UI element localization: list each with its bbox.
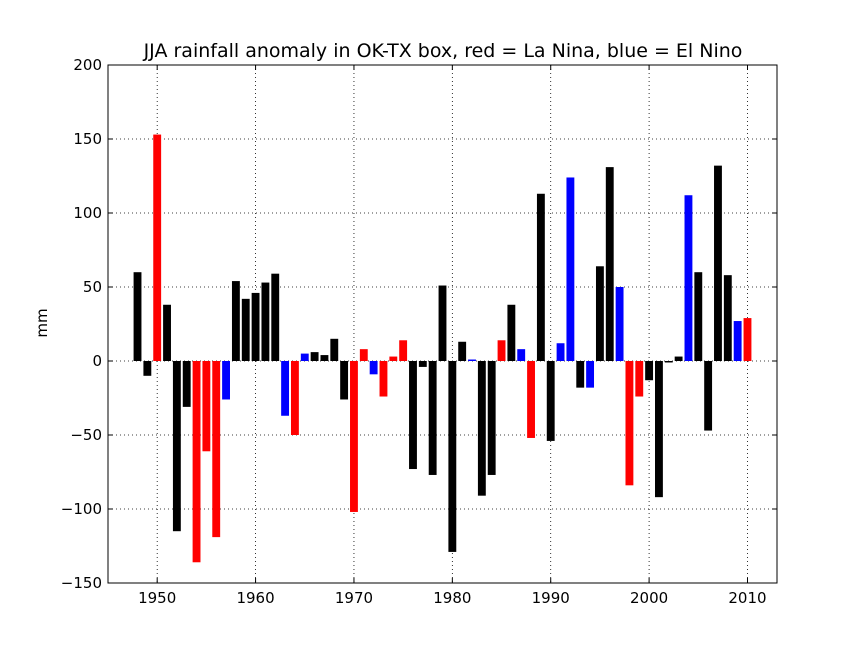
x-tick-label: 2010 [728, 589, 766, 607]
bar-1962 [271, 273, 280, 361]
bar-1960 [251, 292, 260, 361]
bar-2005 [694, 272, 703, 361]
bar-1989 [536, 193, 545, 361]
bar-1997 [615, 287, 624, 361]
bar-1999 [635, 361, 644, 397]
x-axis-ticks: 1950 1960 1970 1980 1990 2000 2010 [138, 65, 767, 607]
y-tick-label: −50 [70, 426, 102, 444]
x-tick-label: 1970 [335, 589, 373, 607]
bar-1988 [527, 361, 535, 438]
bar-1974 [389, 356, 398, 361]
bar-1955 [202, 361, 211, 452]
bar-1998 [625, 361, 634, 486]
bar-1967 [320, 355, 329, 361]
y-tick-label: −100 [61, 500, 102, 518]
y-tick-label: 0 [92, 352, 102, 370]
bar-1977 [418, 361, 427, 367]
x-tick-label: 1960 [236, 589, 274, 607]
bar-2000 [645, 361, 654, 381]
chart-title: JJA rainfall anomaly in OK-TX box, red =… [143, 40, 743, 62]
bar-1961 [261, 282, 270, 361]
y-tick-label: 200 [73, 56, 102, 74]
y-axis-ticks: −150 −100 −50 0 50 100 150 200 [61, 56, 777, 592]
bar-1956 [212, 361, 221, 538]
bar-1959 [241, 298, 250, 361]
bar-1993 [576, 361, 585, 388]
x-tick-label: 1990 [532, 589, 570, 607]
bar-2003 [674, 356, 683, 361]
bar-1949 [143, 361, 152, 376]
y-axis-label: mm [33, 308, 51, 337]
x-tick-label: 2000 [630, 589, 668, 607]
bar-1952 [172, 361, 181, 532]
bar-1971 [359, 349, 368, 361]
bar-2004 [684, 195, 693, 361]
bar-1953 [182, 361, 191, 407]
bar-1958 [231, 281, 240, 361]
bar-1996 [605, 167, 614, 361]
bar-1992 [566, 177, 575, 361]
axes-frame [107, 64, 778, 584]
bar-1957 [222, 361, 230, 400]
bar-2002 [664, 361, 673, 363]
bar-1976 [409, 361, 417, 470]
y-tick-label: 50 [83, 278, 102, 296]
bar-1972 [369, 361, 378, 375]
bar-1987 [517, 349, 526, 361]
bar-1983 [477, 361, 486, 496]
bar-1981 [458, 341, 467, 361]
bar-1950 [153, 134, 162, 361]
plot-frame [107, 64, 778, 584]
bar-1968 [330, 338, 339, 361]
bar-1966 [310, 352, 319, 361]
bar-1990 [546, 361, 555, 441]
bar-1964 [290, 361, 299, 435]
bar-1948 [133, 272, 142, 361]
bar-2010 [743, 318, 752, 361]
bar-1965 [300, 353, 309, 361]
bar-1954 [192, 361, 201, 563]
bar-1995 [595, 266, 604, 361]
bar-2007 [714, 165, 722, 361]
bar-2009 [733, 321, 742, 361]
bar-2001 [655, 361, 663, 498]
bar-1975 [399, 340, 408, 361]
bar-1986 [507, 304, 516, 361]
bar-2006 [704, 361, 713, 431]
bar-1994 [586, 361, 595, 388]
bar-1982 [468, 359, 476, 361]
y-tick-label: −150 [61, 574, 102, 592]
x-tick-label: 1950 [138, 589, 176, 607]
y-tick-label: 100 [73, 204, 102, 222]
bar-1980 [448, 361, 457, 552]
bar-2008 [723, 275, 732, 361]
bar-1951 [163, 304, 171, 361]
bar-1984 [487, 361, 496, 475]
bar-1985 [497, 340, 506, 361]
bar-1969 [340, 361, 349, 400]
bar-1963 [281, 361, 290, 416]
y-tick-label: 150 [73, 130, 102, 148]
x-tick-label: 1980 [433, 589, 471, 607]
bar-1979 [438, 285, 447, 361]
bar-1991 [556, 343, 565, 361]
bars-group [133, 134, 752, 563]
bar-1973 [379, 361, 388, 397]
bar-1978 [428, 361, 437, 475]
bar-1970 [350, 361, 358, 512]
